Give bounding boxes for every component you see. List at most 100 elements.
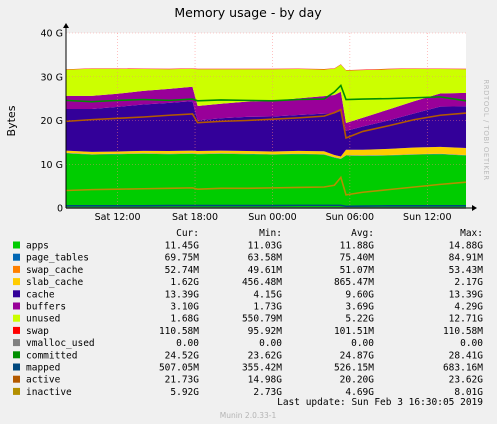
y-axis-label: Bytes — [5, 105, 18, 136]
legend-value: 52.74M — [165, 265, 200, 276]
legend-label-mapped: mapped — [26, 363, 60, 374]
legend-value: 101.51M — [334, 326, 374, 337]
legend-label-slab-cache: slab_cache — [26, 277, 83, 288]
legend-label-committed: committed — [26, 350, 77, 361]
legend-value: 20.20G — [340, 375, 375, 386]
legend-value: 49.61M — [248, 265, 283, 276]
legend-label-buffers: buffers — [26, 302, 66, 313]
legend-value: 24.52G — [165, 350, 200, 361]
legend-value: 2.17G — [454, 277, 483, 288]
legend-swatch-committed — [13, 351, 20, 359]
legend-value: 9.60G — [345, 289, 374, 300]
legend-value: 4.15G — [253, 289, 282, 300]
column-header: Cur: — [176, 228, 199, 239]
legend-value: 2.73G — [253, 387, 282, 398]
legend-label-inactive: inactive — [26, 387, 72, 398]
legend-value: 526.15M — [334, 363, 374, 374]
legend-value: 5.92G — [170, 387, 199, 398]
legend-value: 4.29G — [454, 302, 483, 313]
x-tick-label: Sun 12:00 — [403, 212, 451, 223]
y-axis-arrow — [63, 23, 69, 28]
legend-value: 550.79M — [242, 314, 282, 325]
legend-value: 24.87G — [340, 350, 375, 361]
area-buffers — [66, 86, 466, 131]
area-slab-cache — [66, 146, 466, 159]
legend-swatch-buffers — [13, 302, 20, 310]
legend-value: 11.45G — [165, 241, 200, 252]
legend-swatch-cache — [13, 290, 20, 298]
legend-value: 28.41G — [449, 350, 484, 361]
legend-value: 0.00 — [460, 338, 483, 349]
legend-swatch-slab-cache — [13, 278, 20, 286]
x-axis-arrow — [472, 205, 477, 211]
column-header: Avg: — [351, 228, 374, 239]
legend-value: 75.40M — [340, 253, 375, 264]
legend-swatch-vmalloc-used — [13, 339, 20, 347]
line-committed — [65, 84, 467, 103]
line-inactive — [65, 175, 467, 196]
y-tick-label: 20 G — [41, 116, 63, 127]
legend-value: 12.71G — [449, 314, 484, 325]
y-tick-label: 10 G — [41, 160, 63, 171]
grid-lines — [66, 32, 466, 208]
legend-value: 0.00 — [259, 338, 282, 349]
legend-value: 14.88G — [449, 241, 484, 252]
legend-swatch-swap — [13, 326, 20, 334]
axes — [63, 23, 477, 211]
legend-swatch-mapped — [13, 363, 20, 371]
legend-swatch-apps — [13, 241, 20, 249]
legend-label-unused: unused — [26, 314, 60, 325]
legend-value: 0.00 — [176, 338, 199, 349]
legend-swatch-inactive — [13, 387, 20, 395]
stacked-areas — [66, 64, 466, 208]
area-swap — [66, 64, 466, 71]
line-active — [65, 108, 467, 140]
legend-value: 63.58M — [248, 253, 283, 264]
rrdtool-credit: RRDTOOL / TOBI OETIKER — [482, 79, 490, 180]
legend-value: 865.47M — [334, 277, 374, 288]
legend-value: 8.01G — [454, 387, 483, 398]
legend-swatch-unused — [13, 314, 20, 322]
legend-label-swap-cache: swap_cache — [26, 265, 83, 276]
legend-label-cache: cache — [26, 289, 55, 300]
legend-value: 1.73G — [253, 302, 282, 313]
x-tick-label: Sat 18:00 — [172, 212, 218, 223]
legend-swatch-page-tables — [13, 253, 20, 261]
legend-value: 5.22G — [345, 314, 374, 325]
legend-value: 507.05M — [159, 363, 199, 374]
legend-value: 23.62G — [248, 350, 283, 361]
column-header: Min: — [259, 228, 282, 239]
y-tick-label: 30 G — [41, 72, 63, 83]
legend-value: 0.00 — [351, 338, 374, 349]
legend-value: 11.03G — [248, 241, 283, 252]
y-tick-label: 40 G — [41, 29, 63, 40]
last-update: Last update: Sun Feb 3 16:30:05 2019 — [277, 397, 483, 408]
x-tick-label: Sat 12:00 — [95, 212, 141, 223]
legend-value: 4.69G — [345, 387, 374, 398]
chart-title: Memory usage - by day — [174, 5, 322, 20]
legend-value: 3.10G — [170, 302, 199, 313]
legend-value: 84.91M — [449, 253, 484, 264]
y-tick-labels: 0 10 G 20 G 30 G 40 G — [41, 29, 63, 215]
line-mapped — [66, 204, 466, 208]
area-unused — [66, 64, 466, 124]
legend-value: 11.88G — [340, 241, 375, 252]
legend-value: 13.39G — [449, 289, 484, 300]
legend-value: 69.75M — [165, 253, 200, 264]
y-tick-label: 0 — [57, 204, 63, 215]
legend-value: 683.16M — [443, 363, 483, 374]
x-tick-label: Sun 00:00 — [248, 212, 296, 223]
legend-value: 110.58M — [159, 326, 199, 337]
legend-label-active: active — [26, 375, 61, 386]
x-tick-labels: Sat 12:00 Sat 18:00 Sun 00:00 Sun 06:00 Sun … — [95, 212, 452, 223]
legend-value: 53.43M — [449, 265, 484, 276]
legend-label-swap: swap — [26, 326, 49, 337]
legend-value: 110.58M — [443, 326, 483, 337]
legend-value: 355.42M — [242, 363, 282, 374]
legend-value: 456.48M — [242, 277, 282, 288]
legend-label-apps: apps — [26, 241, 49, 252]
legend-table: Cur: Min: Avg: Max: apps 11.45G 11.03G 11.88G 14… — [13, 228, 483, 398]
legend-value: 13.39G — [165, 289, 200, 300]
legend-label-vmalloc-used: vmalloc_used — [26, 338, 95, 349]
